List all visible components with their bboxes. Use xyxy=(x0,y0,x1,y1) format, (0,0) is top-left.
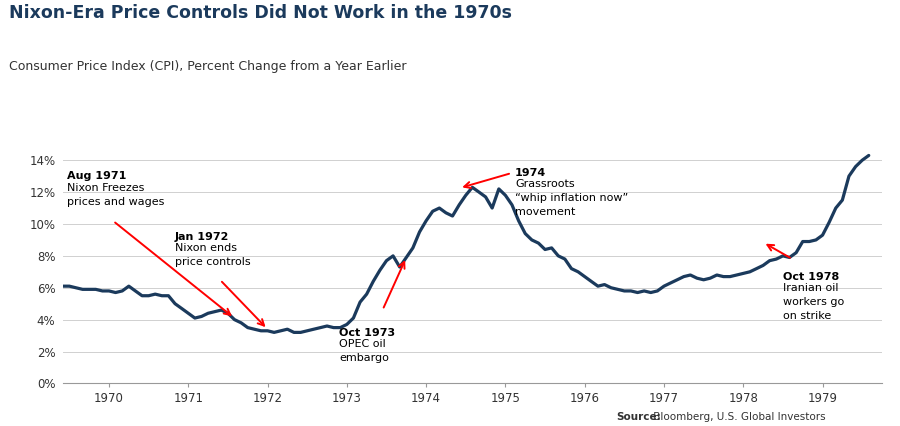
Text: Jan 1972: Jan 1972 xyxy=(175,232,230,242)
Text: Iranian oil
workers go
on strike: Iranian oil workers go on strike xyxy=(783,283,844,321)
Text: Oct 1973: Oct 1973 xyxy=(339,328,395,338)
Text: Bloomberg, U.S. Global Investors: Bloomberg, U.S. Global Investors xyxy=(650,412,825,422)
Text: Nixon ends
price controls: Nixon ends price controls xyxy=(175,243,250,267)
Text: Aug 1971: Aug 1971 xyxy=(67,171,126,181)
Text: Nixon-Era Price Controls Did Not Work in the 1970s: Nixon-Era Price Controls Did Not Work in… xyxy=(9,4,512,22)
Text: Grassroots
“whip inflation now”
movement: Grassroots “whip inflation now” movement xyxy=(515,179,628,217)
Text: 1974: 1974 xyxy=(515,168,546,178)
Text: Source:: Source: xyxy=(616,412,662,422)
Text: Consumer Price Index (CPI), Percent Change from a Year Earlier: Consumer Price Index (CPI), Percent Chan… xyxy=(9,60,407,73)
Text: OPEC oil
embargo: OPEC oil embargo xyxy=(339,339,389,363)
Text: Oct 1978: Oct 1978 xyxy=(783,272,839,282)
Text: Nixon Freezes
prices and wages: Nixon Freezes prices and wages xyxy=(67,183,165,207)
